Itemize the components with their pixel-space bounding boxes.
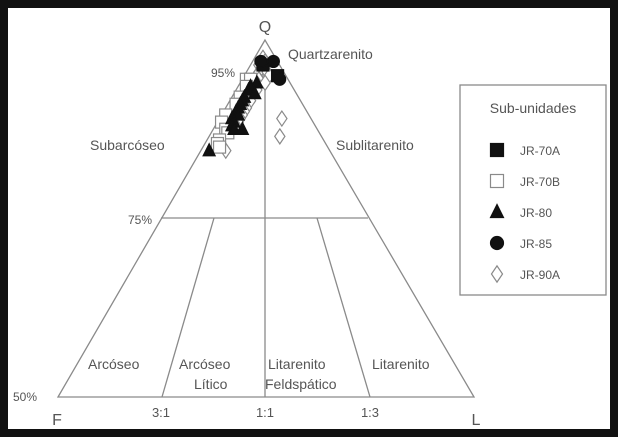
legend-label-jr-70a: JR-70A [520, 144, 560, 158]
tick-q50-label: 50% [13, 390, 37, 404]
apex-l-label: L [472, 412, 481, 429]
tick-q75-label: 75% [128, 213, 152, 227]
tick-ratio13-label: 1:3 [361, 405, 379, 420]
field-arcoseo-label: Arcóseo [88, 356, 140, 372]
ratio31-line [161, 217, 215, 398]
point-jr-85-0 [254, 54, 268, 69]
tick-ratio31-label: 3:1 [152, 405, 170, 420]
legend-marker-jr-85 [489, 235, 505, 251]
point-jr-80-3 [247, 85, 262, 100]
legend-label-jr-90a: JR-90A [520, 268, 560, 282]
field-arcoseo-litico-label-1: Arcóseo [179, 356, 231, 372]
point-jr-80-15 [202, 142, 217, 157]
legend-title: Sub-unidades [490, 100, 576, 116]
legend-label-jr-70b: JR-70B [520, 175, 560, 189]
legend-marker-jr-90a [490, 264, 504, 284]
classification-lines [56, 38, 476, 398]
legend: Sub-unidades JR-70A JR-70B JR-80 JR-85 JR-90… [459, 84, 607, 296]
point-jr-80-14 [235, 121, 250, 135]
point-jr-85-1 [266, 54, 280, 69]
ratio13-line [316, 217, 371, 398]
point-jr-70b-11 [212, 140, 227, 154]
field-litarenito-label: Litarenito [372, 356, 430, 372]
point-jr-80-13 [227, 121, 242, 135]
legend-marker-jr-80 [489, 203, 505, 219]
ternary-chart: Q F L 95% 75% 50% 3:1 1:1 1:3 Quartzaren… [13, 19, 607, 429]
legend-marker-jr-70b [489, 173, 505, 189]
apex-f-label: F [52, 412, 62, 429]
field-quartzarenito-label: Quartzarenito [288, 46, 373, 62]
field-arcoseo-litico-label-2: Lítico [194, 376, 228, 392]
field-litarenito-feldspatico-label-2: Feldspático [265, 376, 337, 392]
apex-q-label: Q [259, 19, 271, 36]
point-jr-90a-23 [276, 109, 288, 128]
tick-q95-label: 95% [211, 66, 235, 80]
legend-marker-jr-70a [489, 142, 505, 158]
legend-label-jr-80: JR-80 [520, 206, 552, 220]
point-jr-90a-24 [274, 127, 286, 145]
field-subarcoseo-label: Subarcóseo [90, 137, 165, 153]
data-points [202, 49, 288, 160]
legend-box [459, 84, 607, 296]
point-jr-85-2 [273, 72, 287, 86]
field-sublitarenito-label: Sublitarenito [336, 137, 414, 153]
tick-ratio11-label: 1:1 [256, 405, 274, 420]
legend-label-jr-85: JR-85 [520, 237, 552, 251]
field-litarenito-feldspatico-label-1: Litarenito [268, 356, 326, 372]
